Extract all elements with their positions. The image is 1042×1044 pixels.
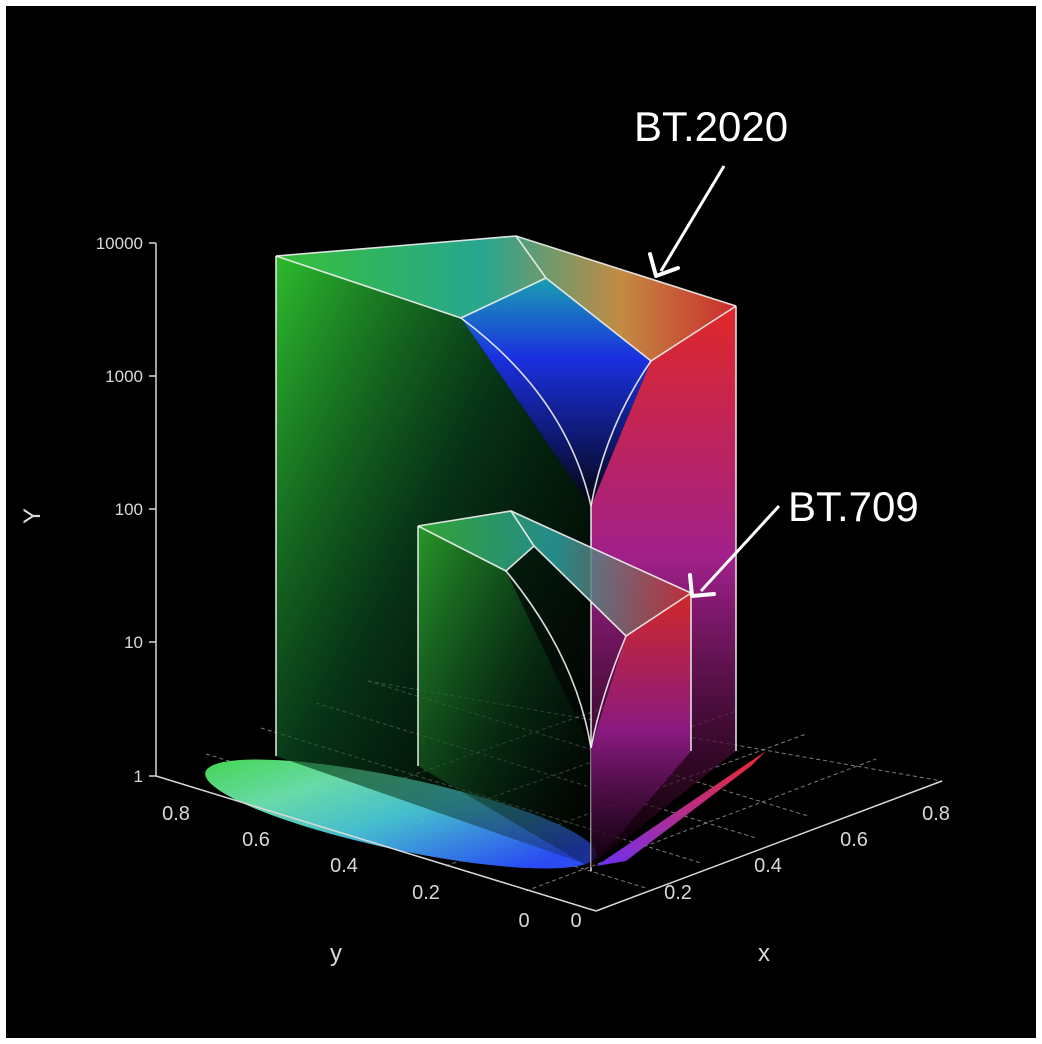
floor-red-wedge xyxy=(596,751,766,866)
x-tick-label: 0.4 xyxy=(754,855,782,877)
x-axis: 0 0.2 0.4 0.6 0.8 x xyxy=(570,780,950,967)
x-tick-label: 0.8 xyxy=(922,803,950,825)
z-axis-title: Y xyxy=(19,508,46,524)
z-tick-label: 1000 xyxy=(105,367,143,386)
floor-green-lobe xyxy=(205,759,597,869)
x-axis-title: x xyxy=(758,940,770,967)
x-tick-label: 0.2 xyxy=(664,882,692,904)
bt709-volume xyxy=(417,510,692,868)
z-tick-label: 1 xyxy=(134,767,143,786)
y-tick-label: 0.8 xyxy=(162,803,190,825)
bt2020-top-face xyxy=(276,236,736,361)
y-tick-label: 0.2 xyxy=(412,882,440,904)
y-tick-label: 0.6 xyxy=(242,829,270,851)
z-tick-label: 10000 xyxy=(96,234,143,253)
y-axis: 0.8 0.6 0.4 0.2 0 y xyxy=(155,775,597,967)
z-tick-label: 10 xyxy=(124,633,143,652)
x-tick-label: 0.6 xyxy=(840,829,868,851)
x-tick-label: 0 xyxy=(570,910,581,932)
z-tick-label: 100 xyxy=(115,500,143,519)
bt2020-callout: BT.2020 xyxy=(634,103,788,278)
chart-frame: 10000 1000 100 10 1 Y 0.8 0.6 0.4 0.2 0 … xyxy=(6,6,1036,1038)
bt2020-label: BT.2020 xyxy=(634,103,788,150)
z-axis: 10000 1000 100 10 1 Y xyxy=(19,234,157,786)
y-tick-label: 0 xyxy=(518,910,529,932)
bt709-right-face xyxy=(591,593,691,868)
y-tick-label: 0.4 xyxy=(330,855,358,877)
color-volume-chart: 10000 1000 100 10 1 Y 0.8 0.6 0.4 0.2 0 … xyxy=(19,103,950,967)
y-axis-title: y xyxy=(330,940,342,967)
bt709-left-face xyxy=(418,526,591,868)
bt2020-middle-face xyxy=(461,278,651,506)
bt709-label: BT.709 xyxy=(788,483,919,530)
bt709-callout: BT.709 xyxy=(688,483,919,598)
bt709-top-face xyxy=(418,511,691,636)
